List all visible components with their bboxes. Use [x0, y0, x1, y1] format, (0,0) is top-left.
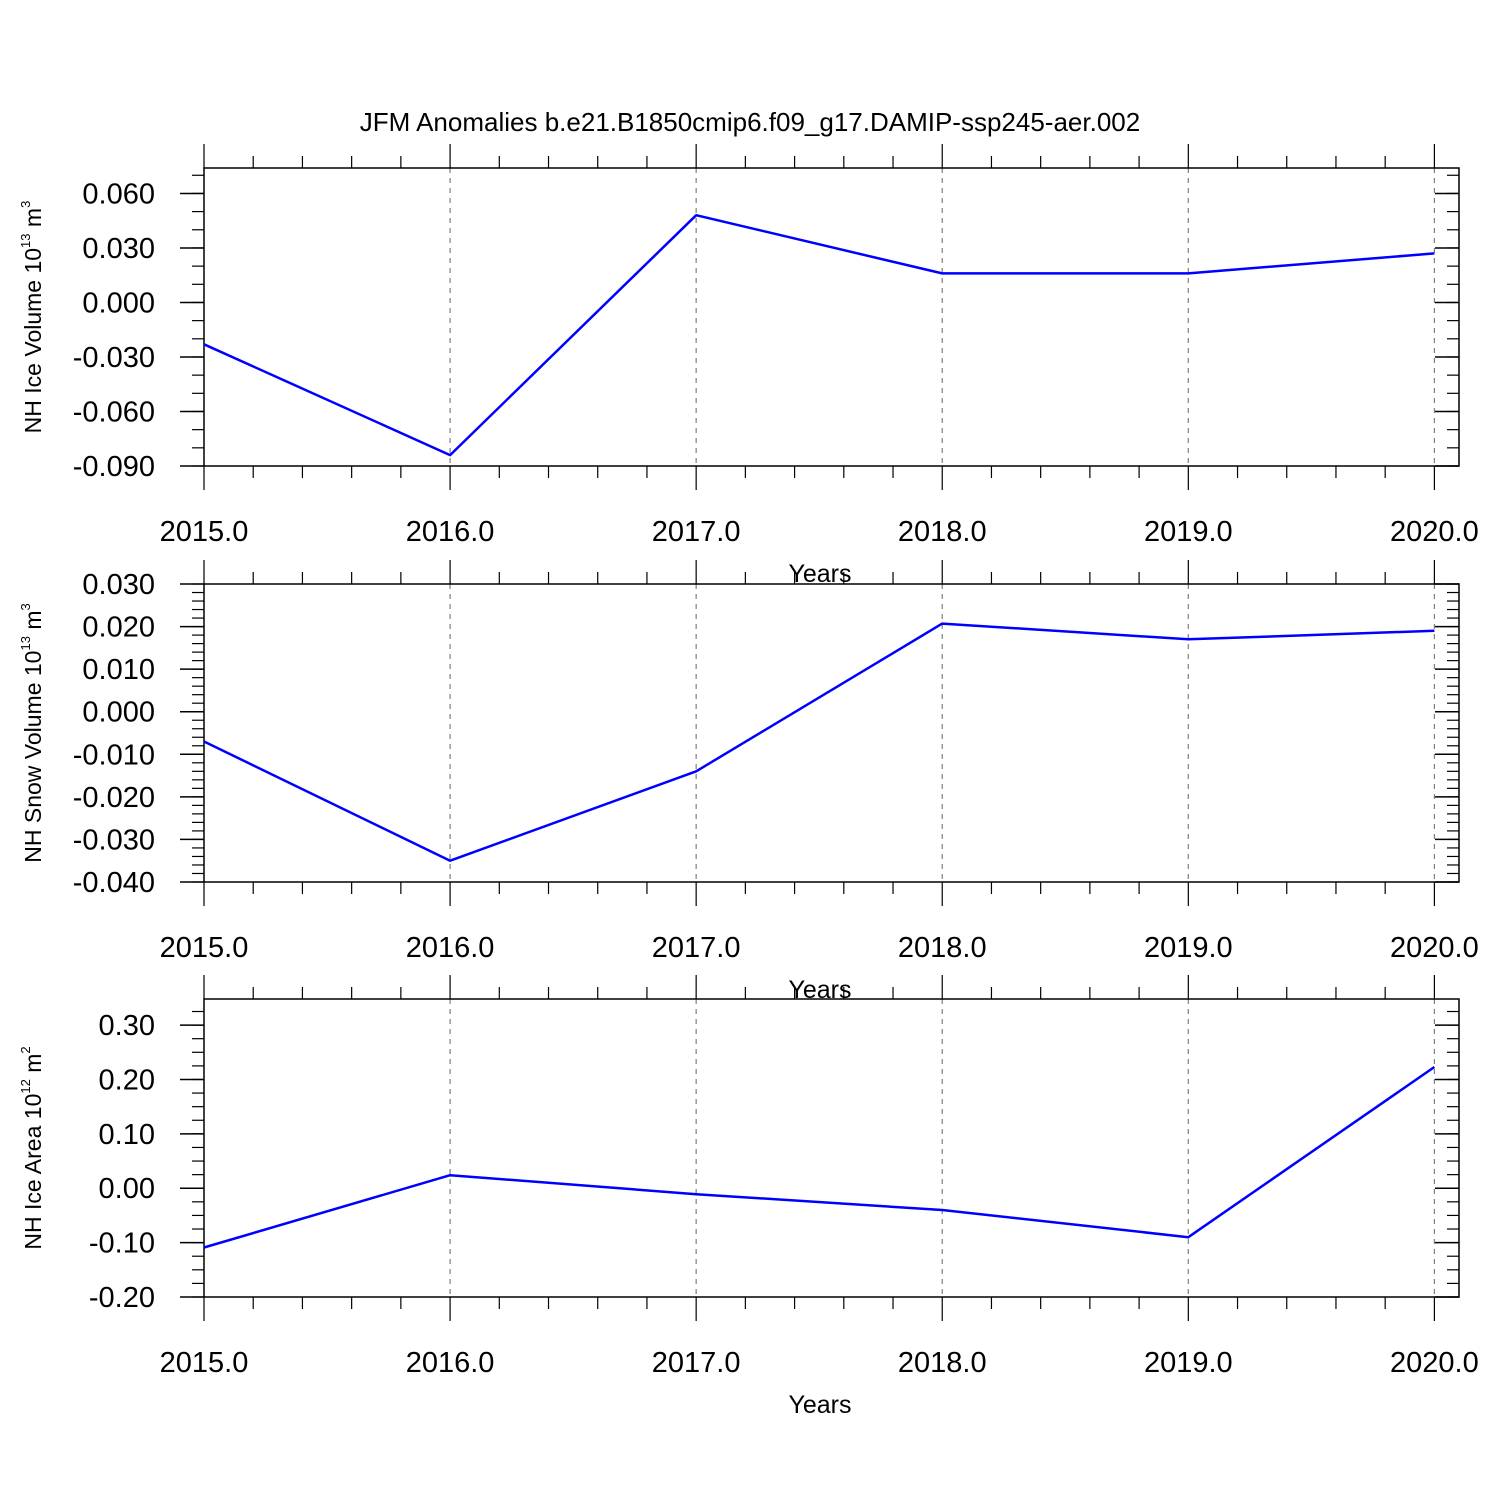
x-tick-label: 2015.0 [160, 932, 249, 964]
y-title-unit: m [20, 208, 46, 234]
y-tick-label: 0.30 [99, 1010, 155, 1042]
plot-frame [203, 583, 1460, 883]
y-tick-label: 0.030 [82, 233, 155, 265]
y-tick-label: 0.020 [82, 612, 155, 644]
x-axis-title: Years [788, 976, 851, 1004]
y-tick-label: 0.000 [82, 697, 155, 729]
y-tick-label: 0.010 [82, 654, 155, 686]
x-tick-label: 2017.0 [652, 1347, 741, 1379]
y-tick-label: 0.060 [82, 178, 155, 210]
y-tick-label: -0.040 [73, 867, 155, 899]
y-tick-label: -0.060 [73, 396, 155, 428]
x-tick-label: 2016.0 [406, 516, 495, 548]
x-tick-label: 2015.0 [160, 1347, 249, 1379]
y-title-exponent: 13 [18, 233, 33, 247]
y-axis-title: NH Ice Volume 1013 m3 [18, 201, 46, 434]
y-title-unit-exponent: 3 [18, 201, 33, 208]
y-title-unit-exponent: 2 [18, 1046, 33, 1053]
panel-2: -0.040 -0.030 -0.020 -0.010 0.000 0.010 0.020 0… [18, 560, 1479, 1004]
panels: -0.090 -0.060 -0.030 0.000 0.030 0.060 2015.0 2… [18, 144, 1479, 1419]
y-title-unit: m [20, 610, 46, 636]
y-tick-label: 0.00 [99, 1173, 155, 1205]
x-tick-label: 2016.0 [406, 932, 495, 964]
y-title-text: NH Snow Volume 10 [20, 651, 46, 863]
y-tick-label: 0.20 [99, 1064, 155, 1096]
y-title-text: NH Ice Area 10 [20, 1094, 46, 1250]
y-tick-label: 0.000 [82, 287, 155, 319]
panel-1: -0.090 -0.060 -0.030 0.000 0.030 0.060 2015.0 2… [18, 144, 1479, 588]
series-line-1 [203, 1065, 1436, 1249]
x-tick-label: 2019.0 [1144, 516, 1233, 548]
y-title-unit: m [20, 1054, 46, 1080]
x-tick-label: 2017.0 [652, 516, 741, 548]
series-line-1 [203, 213, 1435, 457]
x-tick-label: 2020.0 [1390, 516, 1479, 548]
y-tick-label: -0.010 [73, 739, 155, 771]
x-tick-label: 2018.0 [898, 932, 987, 964]
figure-title: JFM Anomalies b.e21.B1850cmip6.f09_g17.D… [360, 107, 1140, 137]
x-tick-label: 2018.0 [898, 1347, 987, 1379]
x-axis-title: Years [788, 1391, 851, 1419]
y-title-unit-exponent: 3 [18, 603, 33, 610]
x-tick-label: 2015.0 [160, 516, 249, 548]
plot-frame [203, 167, 1460, 467]
y-tick-label: -0.10 [89, 1228, 155, 1260]
y-title-exponent: 13 [18, 636, 33, 650]
y-tick-label: -0.090 [73, 451, 155, 483]
y-title-exponent: 12 [18, 1079, 33, 1093]
x-tick-label: 2019.0 [1144, 932, 1233, 964]
y-tick-label: -0.20 [89, 1282, 155, 1314]
x-tick-label: 2017.0 [652, 932, 741, 964]
y-title-text: NH Ice Volume 10 [20, 248, 46, 433]
x-tick-label: 2016.0 [406, 1347, 495, 1379]
y-tick-label: -0.020 [73, 782, 155, 814]
x-tick-label: 2020.0 [1390, 1347, 1479, 1379]
series-line-1 [203, 622, 1435, 862]
y-tick-label: -0.030 [73, 342, 155, 374]
x-tick-label: 2018.0 [898, 516, 987, 548]
y-axis-title: NH Snow Volume 1013 m3 [18, 603, 46, 863]
y-tick-label: -0.030 [73, 824, 155, 856]
y-tick-label: 0.10 [99, 1119, 155, 1151]
x-tick-label: 2020.0 [1390, 932, 1479, 964]
x-tick-label: 2019.0 [1144, 1347, 1233, 1379]
y-tick-label: 0.030 [82, 569, 155, 601]
y-axis-title: NH Ice Area 1012 m2 [18, 1046, 46, 1249]
plot-frame [203, 998, 1460, 1298]
panel-3: -0.20 -0.10 0.00 0.10 0.20 0.30 2015.0 2016.0 20… [18, 975, 1479, 1419]
